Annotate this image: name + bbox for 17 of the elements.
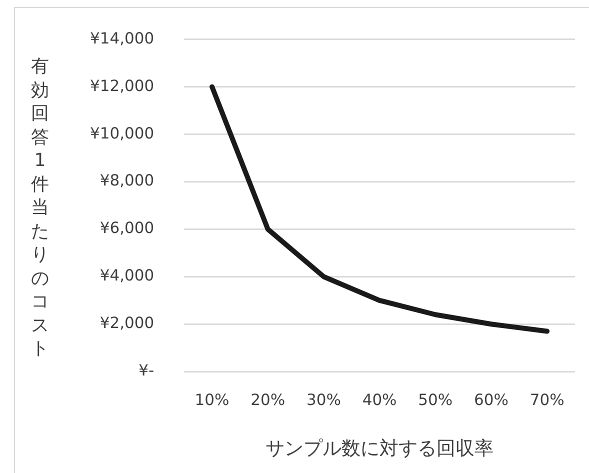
y-tick-label: ¥12,000	[90, 76, 154, 95]
x-tick-label: 60%	[474, 390, 508, 409]
y-tick-label: ¥6,000	[100, 219, 154, 238]
y-tick-label: ¥-	[138, 362, 154, 380]
y-tick-label: ¥10,000	[90, 124, 154, 142]
y-tick-label: ¥8,000	[100, 172, 154, 190]
x-tick-label: 40%	[362, 390, 397, 409]
x-tick-label: 50%	[418, 390, 453, 409]
x-tick-label: 70%	[530, 390, 564, 409]
x-tick-label: 20%	[250, 390, 286, 409]
text: 有効回答1件当たりのコスト	[31, 56, 49, 359]
y-tick-label: ¥14,000	[90, 29, 154, 48]
y-tick-label: ¥2,000	[100, 314, 154, 332]
x-tick-label: 10%	[194, 390, 230, 409]
x-axis-title: サンプル数に対する回収率	[266, 438, 494, 460]
x-tick-label: 30%	[306, 390, 341, 409]
y-tick-label: ¥4,000	[100, 266, 154, 285]
